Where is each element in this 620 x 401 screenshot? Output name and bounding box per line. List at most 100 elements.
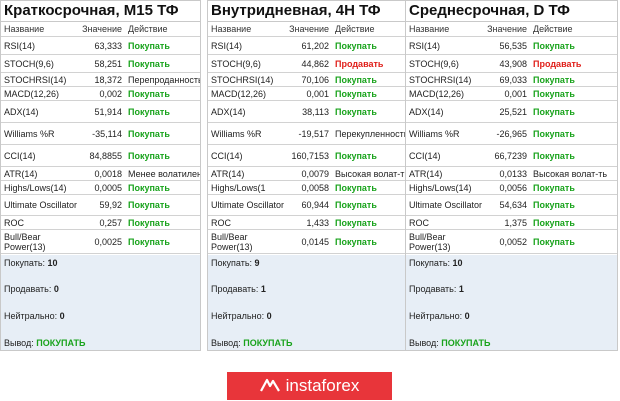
indicator-action: Покупать	[335, 106, 377, 117]
indicator-value: 0,0079	[301, 168, 329, 179]
indicator-action: Покупать	[335, 74, 377, 85]
indicator-value: 69,033	[499, 74, 527, 85]
table-row: ATR(14) 0,0018 Менее волатилен	[1, 167, 200, 181]
indicator-value: 18,372	[94, 74, 122, 85]
indicator-name: Bull/Bear Power(13)	[4, 231, 46, 252]
indicator-value: 0,0025	[94, 236, 122, 247]
indicator-action: Покупать	[335, 236, 377, 247]
indicator-rows: RSI(14) 56,535 Покупать STOCH(9,6) 43,908 Про…	[406, 37, 617, 254]
indicator-action: Покупать	[128, 88, 170, 99]
indicator-name: Highs/Lows(14)	[409, 182, 472, 193]
indicator-action: Покупать	[335, 200, 377, 210]
indicator-value: 58,251	[94, 58, 122, 69]
indicator-value: 25,521	[499, 106, 527, 117]
indicator-rows: RSI(14) 61,202 Покупать STOCH(9,6) 44,862 Про…	[208, 37, 407, 254]
table-header: Название Значение Действие	[208, 22, 407, 37]
table-header: Название Значение Действие	[1, 22, 200, 37]
table-row: Highs/Lows(1 0,0058 Покупать	[208, 181, 407, 195]
summary-box: Покупать: 10 Продавать: 0 Нейтрально: 0 …	[1, 255, 200, 350]
table-row: ROC 1,375 Покупать	[406, 216, 617, 230]
indicator-action: Продавать	[533, 58, 582, 69]
indicator-action: Продавать	[335, 58, 384, 69]
table-header: Название Значение Действие	[406, 22, 617, 37]
indicator-name: Highs/Lows(14)	[4, 182, 67, 193]
table-row: STOCH(9,6) 43,908 Продавать	[406, 55, 617, 73]
indicator-action: Покупать	[533, 88, 575, 99]
indicator-name: Ultimate Oscillator	[4, 200, 78, 210]
indicator-value: 0,0058	[301, 182, 329, 193]
header-name: Название	[409, 24, 450, 34]
table-row: CCI(14) 160,7153 Покупать	[208, 145, 407, 167]
indicator-action: Покупать	[533, 106, 575, 117]
indicator-name: RSI(14)	[211, 40, 243, 51]
column-4h: Внутридневная, 4H ТФ Название Значение Д…	[207, 0, 408, 351]
table-row: Williams %R -19,517 Перекупленность	[208, 123, 407, 145]
instaforex-logo[interactable]: instaforex	[227, 372, 392, 400]
table-row: RSI(14) 63,333 Покупать	[1, 37, 200, 55]
table-row: STOCHRSI(14) 69,033 Покупать	[406, 73, 617, 87]
table-row: ROC 0,257 Покупать	[1, 216, 200, 230]
indicator-action: Покупать	[128, 217, 170, 228]
indicator-name: ADX(14)	[4, 106, 39, 117]
table-row: Ultimate Oscillator 60,944 Покупать	[208, 195, 407, 216]
summary-buy: Покупать: 9	[211, 258, 260, 268]
indicator-value: 51,914	[94, 106, 122, 117]
table-row: RSI(14) 61,202 Покупать	[208, 37, 407, 55]
table-row: ROC 1,433 Покупать	[208, 216, 407, 230]
column-d: Среднесрочная, D ТФ Название Значение Де…	[405, 0, 618, 351]
indicator-action: Покупать	[128, 128, 170, 139]
indicator-name: Ultimate Oscillator	[409, 200, 483, 210]
indicator-value: 61,202	[301, 40, 329, 51]
logo-mark-icon	[259, 378, 280, 392]
indicator-value: 63,333	[94, 40, 122, 51]
indicator-rows: RSI(14) 63,333 Покупать STOCH(9,6) 58,251 Пок…	[1, 37, 200, 254]
indicator-name: RSI(14)	[4, 40, 36, 51]
indicator-value: 38,113	[302, 106, 329, 117]
indicator-action: Покупать	[533, 74, 575, 85]
indicator-name: STOCH(9,6)	[211, 58, 261, 69]
indicator-name: ATR(14)	[4, 168, 38, 179]
table-row: CCI(14) 66,7239 Покупать	[406, 145, 617, 167]
indicator-value: 70,106	[301, 74, 329, 85]
indicator-name: Williams %R	[211, 128, 262, 139]
summary-box: Покупать: 10 Продавать: 1 Нейтрально: 0 …	[406, 255, 617, 350]
indicator-value: 54,634	[499, 200, 527, 210]
indicator-action: Высокая волат-ть	[533, 168, 608, 179]
indicator-action: Покупать	[533, 150, 575, 161]
indicator-name: ROC	[409, 217, 429, 228]
table-row: Bull/Bear Power(13) 0,0052 Покупать	[406, 230, 617, 254]
indicator-value: 0,0133	[499, 168, 527, 179]
table-row: MACD(12,26) 0,001 Покупать	[208, 87, 407, 101]
indicator-name: MACD(12,26)	[409, 88, 465, 99]
header-value: Значение	[487, 24, 527, 34]
indicator-name: RSI(14)	[409, 40, 441, 51]
table-row: Bull/Bear Power(13) 0,0145 Покупать	[208, 230, 407, 254]
indicator-action: Покупать	[533, 40, 575, 51]
table-row: Highs/Lows(14) 0,0005 Покупать	[1, 181, 200, 195]
table-row: Bull/Bear Power(13) 0,0025 Покупать	[1, 230, 200, 254]
table-row: Ultimate Oscillator 54,634 Покупать	[406, 195, 617, 216]
indicator-action: Менее волатилен	[128, 168, 200, 179]
indicator-value: 0,0052	[499, 236, 527, 247]
indicator-name: STOCH(9,6)	[409, 58, 459, 69]
table-row: Williams %R -26,965 Покупать	[406, 123, 617, 145]
table-row: STOCHRSI(14) 70,106 Покупать	[208, 73, 407, 87]
header-value: Значение	[289, 24, 329, 34]
header-value: Значение	[82, 24, 122, 34]
summary-buy: Покупать: 10	[4, 258, 58, 268]
header-action: Действие	[128, 24, 168, 34]
indicator-name: CCI(14)	[211, 150, 243, 161]
table-row: STOCH(9,6) 58,251 Покупать	[1, 55, 200, 73]
column-m15: Краткосрочная, M15 ТФ Название Значение …	[0, 0, 201, 351]
table-row: CCI(14) 84,8855 Покупать	[1, 145, 200, 167]
indicator-action: Покупать	[335, 40, 377, 51]
indicator-action: Покупать	[128, 106, 170, 117]
table-row: ADX(14) 25,521 Покупать	[406, 101, 617, 123]
column-title: Внутридневная, 4H ТФ	[208, 1, 407, 22]
indicator-action: Покупать	[128, 58, 170, 69]
indicator-action: Перекупленность	[335, 128, 407, 139]
summary-verdict: Вывод: ПОКУПАТЬ	[211, 338, 293, 348]
indicator-name: ADX(14)	[211, 106, 246, 117]
indicator-name: STOCH(9,6)	[4, 58, 54, 69]
indicator-value: 0,257	[99, 217, 122, 228]
